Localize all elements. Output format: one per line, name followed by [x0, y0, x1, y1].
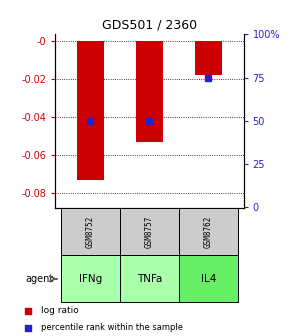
Bar — [179, 255, 238, 302]
Text: GSM8757: GSM8757 — [145, 216, 154, 248]
Text: TNFa: TNFa — [137, 274, 162, 284]
Bar — [77, 41, 104, 180]
Text: GSM8752: GSM8752 — [86, 216, 95, 248]
Text: IL4: IL4 — [201, 274, 216, 284]
Bar — [61, 208, 120, 255]
Bar — [61, 255, 120, 302]
Bar — [179, 208, 238, 255]
Text: agent: agent — [26, 274, 54, 284]
Text: IFNg: IFNg — [79, 274, 102, 284]
Bar — [195, 41, 222, 75]
Text: GSM8762: GSM8762 — [204, 216, 213, 248]
Bar — [120, 208, 179, 255]
Text: percentile rank within the sample: percentile rank within the sample — [41, 323, 183, 332]
Text: log ratio: log ratio — [41, 306, 78, 315]
Bar — [136, 41, 163, 142]
Title: GDS501 / 2360: GDS501 / 2360 — [102, 18, 197, 31]
Bar — [120, 255, 179, 302]
